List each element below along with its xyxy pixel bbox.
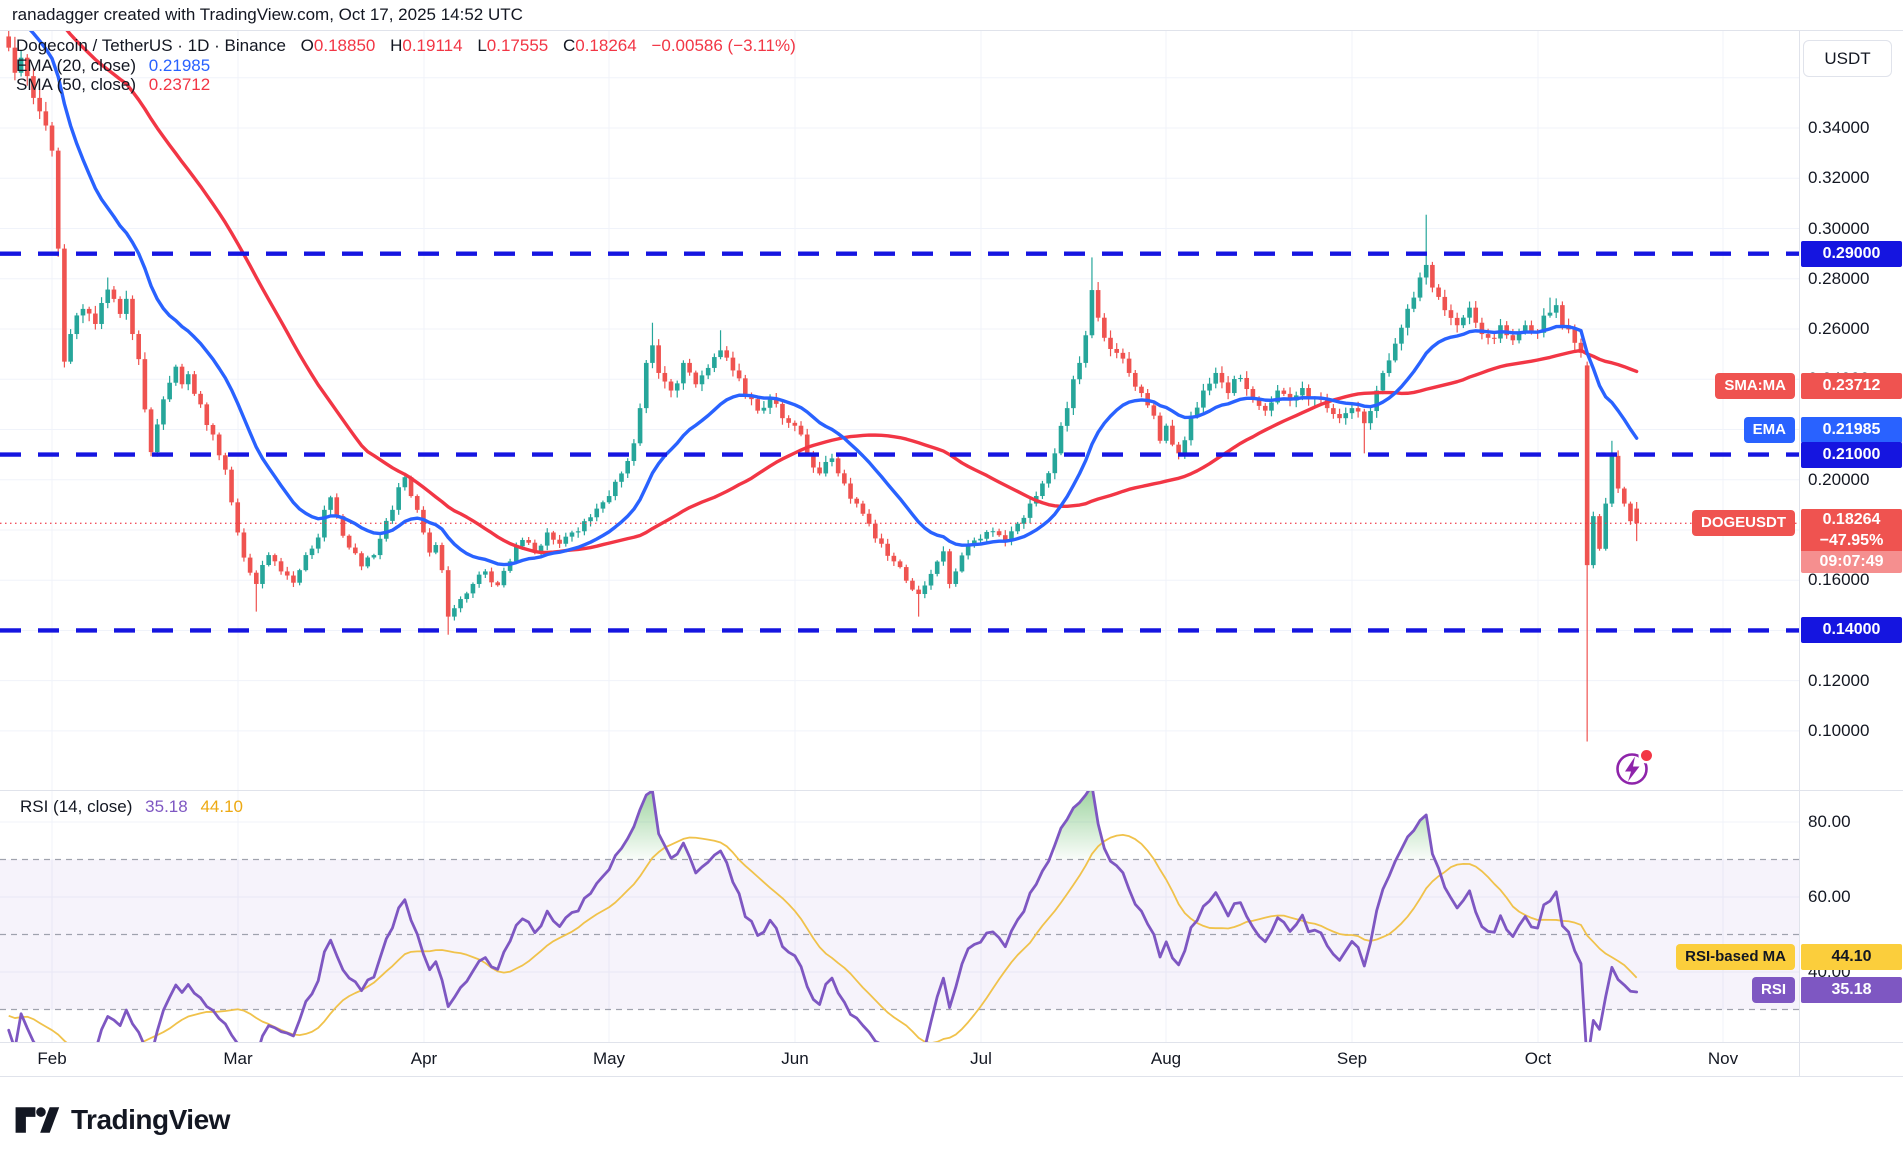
attribution-text: ranadagger created with TradingView.com,… — [12, 5, 523, 24]
month-label-sep: Sep — [1336, 1049, 1368, 1068]
price-axis-label: 0.28000 — [1808, 268, 1870, 288]
rsi-current-value: 35.18 — [145, 797, 188, 816]
level-badge-0.21: 0.21000 — [1801, 442, 1902, 468]
month-label-oct: Oct — [1524, 1049, 1552, 1068]
symbol-title: Dogecoin / TetherUS · 1D · Binance — [16, 36, 286, 55]
rsi-value-badge: 35.18 — [1801, 977, 1902, 1003]
low-value: L0.17555 — [477, 36, 549, 55]
high-value: H0.19114 — [390, 36, 463, 55]
level-badge-0.14: 0.14000 — [1801, 617, 1902, 643]
price-axis-label: 0.30000 — [1808, 218, 1870, 238]
symbol-legend[interactable]: Dogecoin / TetherUS · 1D · Binance O0.18… — [16, 36, 796, 56]
bar-countdown: 09:07:49 — [1801, 551, 1902, 573]
month-label-jun: Jun — [781, 1049, 809, 1068]
level-badge-0.29: 0.29000 — [1801, 241, 1902, 267]
price-change-pct: −47.95% — [1801, 530, 1902, 551]
pane-divider[interactable] — [0, 790, 1903, 791]
rsi-legend[interactable]: RSI (14, close) 35.18 44.10 — [20, 797, 243, 817]
rsi-label: RSI (14, close) — [20, 797, 133, 816]
change-value: −0.00586 (−3.11%) — [651, 36, 796, 55]
sma-value-badge: 0.23712 — [1801, 373, 1902, 399]
time-axis[interactable] — [0, 1042, 1903, 1076]
month-label-jul: Jul — [970, 1049, 992, 1068]
rsi-ma-name-badge: RSI-based MA — [1676, 944, 1795, 970]
sma-legend[interactable]: SMA (50, close) 0.23712 — [16, 75, 210, 95]
header-divider — [0, 30, 1903, 31]
sma-label: SMA (50, close) — [16, 75, 136, 94]
main-chart-pane[interactable] — [0, 30, 1799, 790]
month-label-nov: Nov — [1707, 1049, 1739, 1068]
open-value: O0.18850 — [300, 36, 376, 55]
price-axis-label: 0.10000 — [1808, 720, 1870, 740]
ema-name-badge: EMA — [1743, 417, 1795, 443]
rsi-axis-label: 80.00 — [1808, 812, 1851, 831]
time-axis-bottom-border — [0, 1076, 1903, 1077]
sma-value: 0.23712 — [148, 75, 211, 94]
rsi-name-badge: RSI — [1751, 977, 1795, 1003]
rsi-ma-current-value: 44.10 — [200, 797, 243, 816]
ema-value-badge: 0.21985 — [1801, 417, 1902, 443]
time-axis-top-border — [0, 1042, 1903, 1043]
price-axis-label: 0.12000 — [1808, 670, 1870, 690]
ema-legend[interactable]: EMA (20, close) 0.21985 — [16, 56, 210, 76]
price-axis-label: 0.20000 — [1808, 469, 1870, 489]
close-value: C0.18264 — [562, 36, 637, 55]
last-price: 0.18264 — [1801, 509, 1902, 530]
month-label-apr: Apr — [410, 1049, 438, 1068]
month-label-aug: Aug — [1150, 1049, 1182, 1068]
ema-value: 0.21985 — [148, 56, 211, 75]
rsi-axis-label: 60.00 — [1808, 887, 1851, 906]
month-label-feb: Feb — [37, 1049, 67, 1068]
ema-label: EMA (20, close) — [16, 56, 136, 75]
brand-text: TradingView — [71, 1104, 230, 1135]
tradingview-mark-icon — [15, 1107, 60, 1133]
rsi-pane[interactable] — [0, 790, 1799, 1042]
sma-name-badge: SMA:MA — [1715, 373, 1795, 399]
currency-button[interactable]: USDT — [1803, 40, 1892, 77]
last-price-badge: 0.18264 −47.95% 09:07:49 — [1801, 509, 1902, 573]
month-label-may: May — [592, 1049, 626, 1068]
tradingview-logo[interactable]: TradingView — [14, 1103, 230, 1137]
axis-divider — [1799, 30, 1800, 1076]
price-axis-label: 0.34000 — [1808, 118, 1870, 138]
rsi-ma-value-badge: 44.10 — [1801, 944, 1902, 970]
symbol-name-badge: DOGEUSDT — [1691, 510, 1795, 536]
month-label-mar: Mar — [223, 1049, 253, 1068]
price-axis-label: 0.16000 — [1808, 570, 1870, 590]
price-axis-label: 0.32000 — [1808, 168, 1870, 188]
price-axis-label: 0.26000 — [1808, 319, 1870, 338]
